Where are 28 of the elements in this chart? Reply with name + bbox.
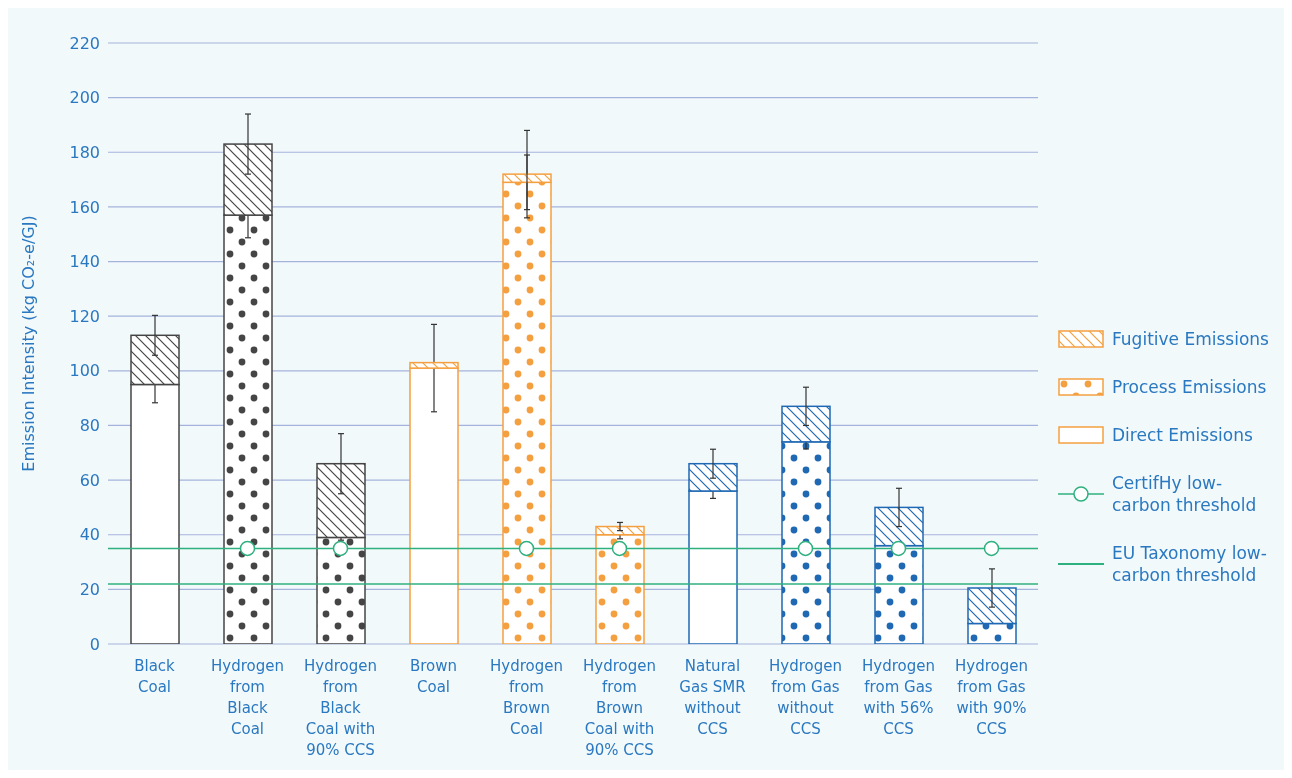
x-tick-label: Hydrogen from Gas without CCS <box>769 657 842 738</box>
y-tick-label: 160 <box>69 197 100 217</box>
x-tick-label: Natural Gas SMR without CCS <box>679 657 746 738</box>
x-tick-label: Hydrogen from Brown Coal with 90% CCS <box>583 657 656 759</box>
y-tick-label: 40 <box>79 525 100 545</box>
legend-label: CertifHy low-carbon threshold <box>1112 472 1258 516</box>
y-tick-label: 100 <box>69 361 100 381</box>
x-tick-label: Brown Coal <box>409 657 458 696</box>
y-axis-title: Emission Intensity (kg CO₂-e/GJ) <box>18 215 38 472</box>
y-tick-label: 20 <box>79 580 100 600</box>
y-tick-label: 220 <box>69 33 100 53</box>
y-tick-label: 80 <box>79 416 100 436</box>
y-tick-label: 60 <box>79 470 100 490</box>
legend-label: Process Emissions <box>1112 376 1268 398</box>
y-tick-label: 180 <box>69 142 100 162</box>
x-tick-label: Hydrogen from Black Coal with 90% CCS <box>304 657 377 759</box>
y-tick-label: 140 <box>69 252 100 272</box>
x-tick-label: Hydrogen from Black Coal <box>211 657 284 738</box>
y-tick-label: 120 <box>69 306 100 326</box>
y-tick-label: 200 <box>69 88 100 108</box>
x-tick-label: Hydrogen from Brown Coal <box>490 657 563 738</box>
legend-label: EU Taxonomy low-carbon threshold <box>1112 542 1268 586</box>
legend-label: Direct Emissions <box>1112 424 1254 446</box>
x-tick-label: Hydrogen from Gas with 56% CCS <box>862 657 935 738</box>
y-tick-label: 0 <box>89 634 100 654</box>
x-tick-label: Hydrogen from Gas with 90% CCS <box>955 657 1028 738</box>
x-tick-label: Black Coal <box>134 657 176 696</box>
legend-label: Fugitive Emissions <box>1112 328 1270 350</box>
